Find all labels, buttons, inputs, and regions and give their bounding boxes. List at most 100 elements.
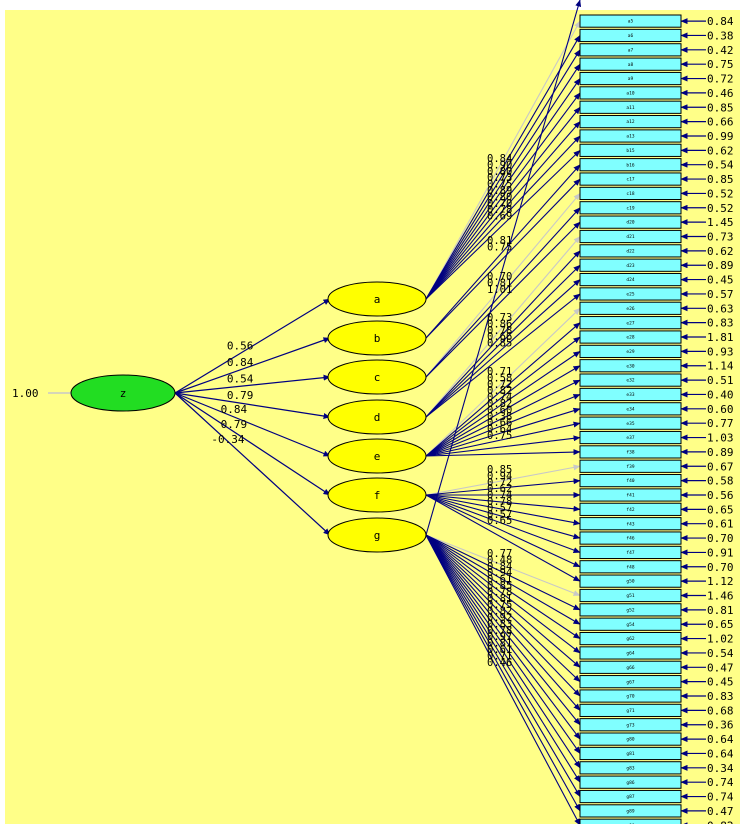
indicator-box bbox=[579, 703, 682, 717]
loading-label: 0.71 bbox=[487, 650, 512, 662]
loading-label: 0.94 bbox=[487, 567, 512, 579]
indicator-label: d20 bbox=[626, 220, 634, 226]
loading-path bbox=[425, 534, 581, 625]
loading-path bbox=[425, 407, 581, 457]
indicator-label: f43 bbox=[626, 521, 634, 527]
error-variance: 0.83 bbox=[707, 690, 734, 703]
error-variance: 1.03 bbox=[707, 432, 734, 445]
loading-path bbox=[425, 534, 581, 783]
loading-path bbox=[425, 534, 581, 711]
factor-node bbox=[327, 359, 427, 395]
indicator-box bbox=[579, 344, 682, 358]
loading-label: 0.74 bbox=[487, 490, 512, 502]
indicator-label: g66 bbox=[626, 665, 634, 671]
error-variance: 0.74 bbox=[707, 776, 734, 789]
error-variance: 0.56 bbox=[707, 489, 734, 502]
loading-label: 0.84 bbox=[487, 561, 512, 573]
indicator-label: g83 bbox=[626, 765, 634, 771]
error-variance: 0.82 bbox=[707, 819, 734, 824]
indicator-label: g64 bbox=[626, 651, 634, 657]
indicator-label: d22 bbox=[626, 248, 634, 254]
error-variance: 0.58 bbox=[707, 475, 734, 488]
indicator-box bbox=[579, 631, 682, 646]
indicator-box bbox=[579, 272, 682, 287]
loading-path bbox=[425, 336, 581, 457]
indicator-box bbox=[579, 14, 682, 28]
factor-node bbox=[327, 399, 427, 435]
indicator-box bbox=[579, 689, 682, 703]
second-order-loading: 0.56 bbox=[227, 340, 254, 353]
error-variance: 0.62 bbox=[707, 144, 734, 157]
loading-label: 0.85 bbox=[487, 464, 512, 476]
loading-label: 0.81 bbox=[487, 593, 512, 605]
loading-label: 0.46 bbox=[487, 657, 512, 669]
loading-label: 0.65 bbox=[487, 515, 512, 527]
indicator-label: g81 bbox=[626, 751, 634, 757]
indicator-label: f48 bbox=[626, 564, 634, 570]
second-order-path bbox=[174, 392, 331, 496]
indicator-label: g80 bbox=[626, 737, 634, 743]
loading-label: 0.38 bbox=[487, 411, 512, 423]
loading-path bbox=[425, 178, 581, 339]
indicator-box bbox=[579, 316, 682, 330]
indicator-label: f46 bbox=[626, 536, 634, 542]
factor-label: g bbox=[374, 529, 381, 542]
loading-path bbox=[425, 20, 581, 300]
error-variance: 0.62 bbox=[707, 245, 734, 258]
loading-path bbox=[425, 534, 581, 611]
indicator-box bbox=[579, 402, 682, 416]
loading-label: 1.01 bbox=[487, 284, 512, 296]
indicator-label: a10 bbox=[626, 91, 634, 97]
error-variance: 0.42 bbox=[707, 44, 734, 57]
indicator-label: e33 bbox=[626, 392, 634, 398]
indicator-label: g51 bbox=[626, 593, 634, 599]
indicator-label: g89 bbox=[626, 809, 634, 815]
indicator-label: f47 bbox=[626, 550, 634, 556]
loading-label: 0.78 bbox=[487, 586, 512, 598]
indicator-box bbox=[579, 28, 682, 43]
error-variance: 0.64 bbox=[707, 747, 734, 760]
indicator-label: f42 bbox=[626, 507, 634, 513]
loading-label: 0.60 bbox=[487, 404, 512, 416]
loading-label: 0.78 bbox=[487, 325, 512, 337]
loading-path bbox=[425, 78, 581, 300]
error-variance: 0.64 bbox=[707, 733, 734, 746]
loading-path bbox=[425, 106, 581, 300]
error-variance: 0.57 bbox=[707, 288, 734, 301]
loading-label: 0.62 bbox=[487, 483, 512, 495]
indicator-label: c19 bbox=[626, 205, 634, 211]
error-variance: 0.54 bbox=[707, 647, 734, 660]
loading-path bbox=[425, 534, 581, 740]
indicator-box bbox=[579, 531, 682, 545]
error-variance: 0.47 bbox=[707, 805, 734, 818]
indicator-box bbox=[579, 545, 682, 560]
second-order-loading: 0.84 bbox=[221, 403, 248, 416]
loading-label: 0.94 bbox=[487, 470, 512, 482]
indicator-box bbox=[579, 359, 682, 373]
error-variance: 0.61 bbox=[707, 518, 734, 531]
indicator-box bbox=[579, 502, 682, 516]
error-variance: 0.66 bbox=[707, 116, 734, 129]
factor-label: b bbox=[374, 332, 381, 345]
error-variance: 0.65 bbox=[707, 618, 734, 631]
loading-label: 0.92 bbox=[487, 612, 512, 624]
loading-label: 0.80 bbox=[487, 166, 512, 178]
error-variance: 0.63 bbox=[707, 302, 734, 315]
loading-path bbox=[425, 221, 581, 378]
indicator-box bbox=[579, 86, 682, 100]
indicator-label: a11 bbox=[626, 105, 634, 111]
indicator-label: g67 bbox=[626, 679, 634, 685]
error-variance: 0.85 bbox=[707, 101, 734, 114]
loading-label: 0.90 bbox=[487, 159, 512, 171]
loading-path bbox=[425, 322, 581, 457]
second-order-path bbox=[174, 374, 331, 394]
error-variance: 0.34 bbox=[707, 762, 734, 775]
indicator-box bbox=[579, 718, 682, 732]
loading-path bbox=[425, 534, 581, 597]
indicator-label: d23 bbox=[626, 263, 634, 269]
loading-label: 0.81 bbox=[487, 638, 512, 650]
loading-label: 0.82 bbox=[487, 398, 512, 410]
loading-path bbox=[425, 534, 581, 726]
loading-path bbox=[425, 478, 581, 496]
loading-label: 0.72 bbox=[487, 477, 512, 489]
